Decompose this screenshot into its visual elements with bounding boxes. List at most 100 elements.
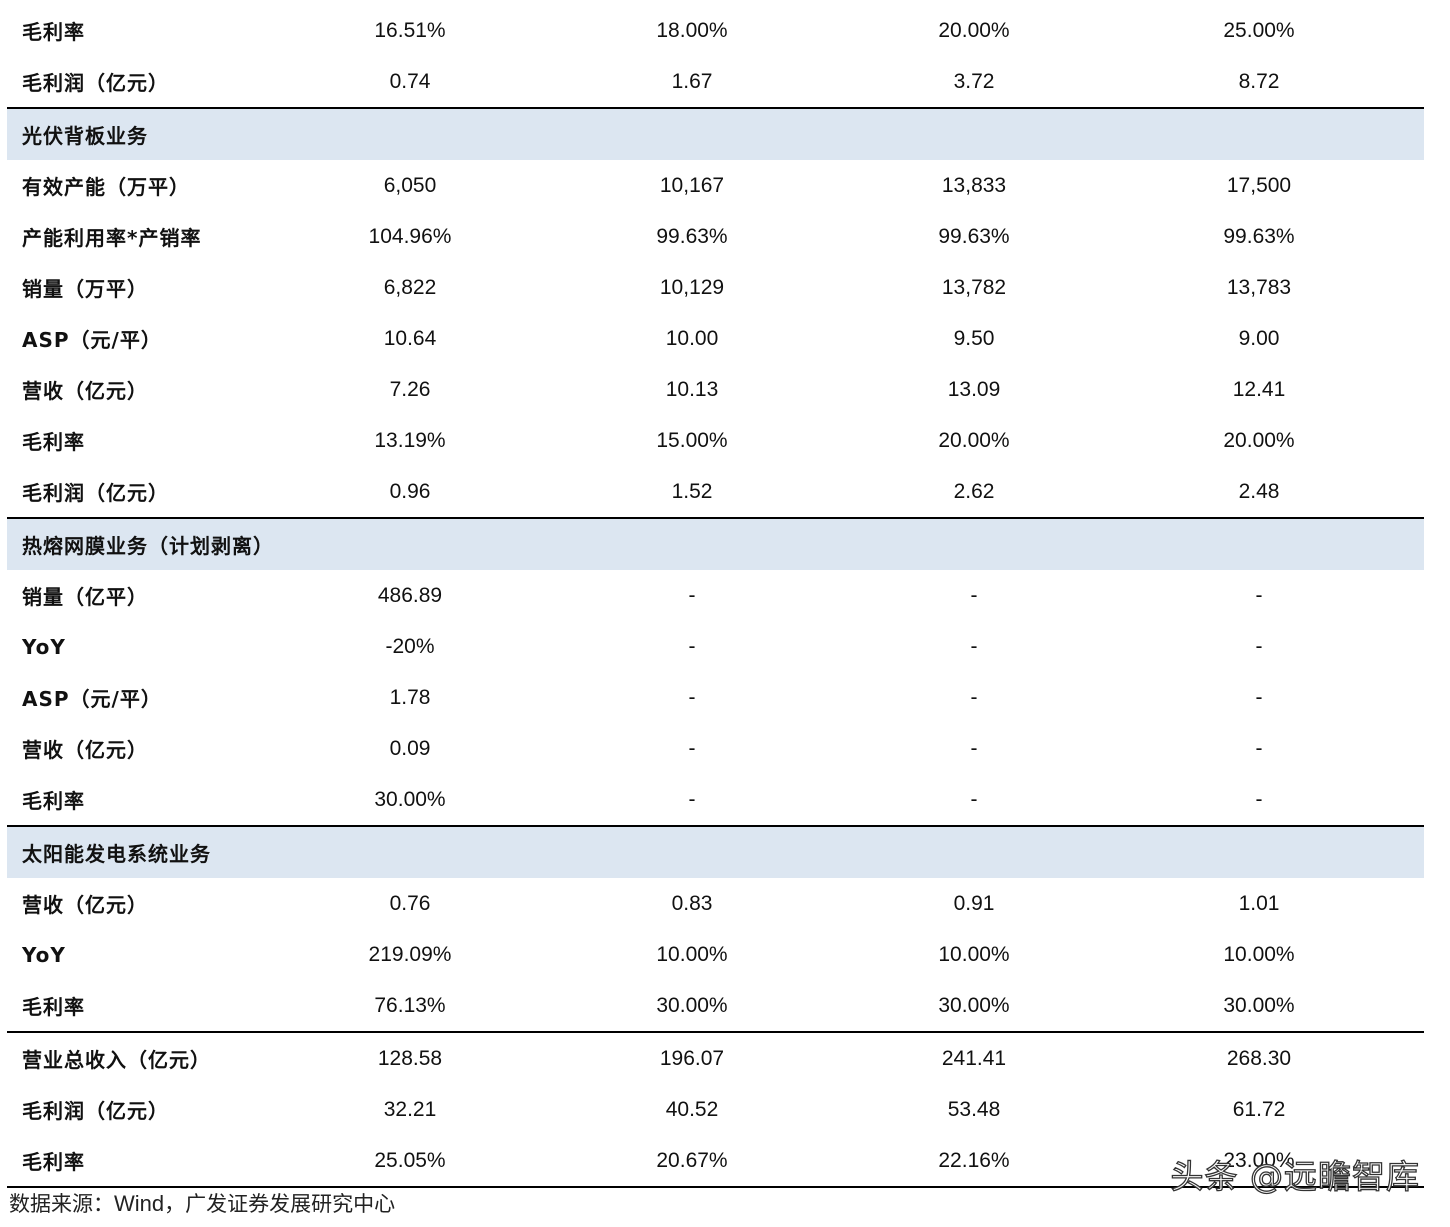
value-cell: 9.00 (1238, 326, 1280, 350)
row-label: 销量（万平） (22, 277, 148, 301)
value-cell: 0.83 (671, 891, 713, 915)
value-cell: 10.13 (665, 377, 719, 401)
value-cell: 128.58 (275, 1031, 557, 1084)
value-cell: 2.48 (1238, 479, 1280, 503)
table-row: 毛利润（亿元） 0.74 1.67 3.72 8.72 (7, 56, 1424, 108)
row-label: ASP（元/平） (22, 328, 162, 352)
source-prefix: 数据来源： (9, 1192, 114, 1216)
value-cell: 0.76 (389, 891, 431, 915)
table-row: 营收（亿元） 7.26 10.13 13.09 12.41 (7, 364, 1424, 415)
row-label: 营收（亿元） (22, 738, 148, 762)
value-cell: 10.00% (938, 942, 1010, 966)
value-cell: 10,167 (659, 173, 725, 197)
value-cell: 1.67 (671, 69, 713, 93)
value-cell: - (970, 787, 978, 811)
value-cell: - (1255, 736, 1263, 760)
watermark-text: 头条 @远瞻智库 (1170, 1156, 1420, 1196)
row-label: 毛利率 (7, 1135, 275, 1188)
value-cell: 10.00% (1223, 942, 1295, 966)
row-label: 毛利率 (22, 20, 85, 44)
row-label: 毛利润（亿元） (22, 1099, 169, 1123)
value-cell: - (1255, 787, 1263, 811)
value-cell: 486.89 (377, 583, 443, 607)
row-label: 毛利润（亿元） (22, 481, 169, 505)
value-cell: 10.00% (656, 942, 728, 966)
value-cell: 61.72 (1232, 1097, 1286, 1121)
value-cell: 1.78 (389, 685, 431, 709)
value-cell: 7.26 (389, 377, 431, 401)
row-label: 产能利用率*产销率 (22, 226, 202, 250)
value-cell: 10,129 (659, 275, 725, 299)
value-cell: 13.19% (374, 428, 446, 452)
value-cell: 0.96 (389, 479, 431, 503)
row-label: 毛利率 (22, 995, 85, 1019)
table-row: 有效产能（万平） 6,050 10,167 13,833 17,500 (7, 160, 1424, 211)
value-cell: 53.48 (947, 1097, 1001, 1121)
value-cell: 0.91 (953, 891, 995, 915)
value-cell: 99.63% (1223, 224, 1295, 248)
table-row: 营业总收入（亿元） 128.58 196.07 241.41 268.30 (7, 1031, 1424, 1084)
value-cell: 23.00% (1121, 1135, 1424, 1188)
value-cell: 6,050 (383, 173, 437, 197)
row-label: 毛利率 (22, 430, 85, 454)
value-cell: 25.05% (275, 1135, 557, 1188)
table-row: 毛利率 76.13% 30.00% 30.00% 30.00% (7, 980, 1424, 1032)
table-row: 毛利润（亿元） 32.21 40.52 53.48 61.72 (7, 1084, 1424, 1135)
value-cell: 196.07 (557, 1031, 839, 1084)
table-row: YoY 219.09% 10.00% 10.00% 10.00% (7, 929, 1424, 980)
row-label: 营收（亿元） (22, 893, 148, 917)
section-title: 光伏背板业务 (7, 107, 1424, 160)
value-cell: 104.96% (368, 224, 452, 248)
table-row: 毛利率 30.00% - - - (7, 774, 1424, 826)
value-cell: 15.00% (656, 428, 728, 452)
forecast-table-container: 毛利率 16.51% 18.00% 20.00% 25.00% 毛利润（亿元） 0.74 1.… (7, 5, 1424, 1188)
section-title: 热熔网膜业务（计划剥离） (7, 517, 1424, 570)
row-label: ASP（元/平） (22, 687, 162, 711)
value-cell: 18.00% (656, 18, 728, 42)
row-label: YoY (22, 942, 66, 967)
row-label: 销量（亿平） (22, 585, 148, 609)
value-cell: 13,782 (941, 275, 1007, 299)
value-cell: 99.63% (656, 224, 728, 248)
value-cell: 0.74 (389, 69, 431, 93)
value-cell: - (970, 634, 978, 658)
value-cell: 30.00% (938, 993, 1010, 1017)
value-cell: 30.00% (374, 787, 446, 811)
value-cell: 2.62 (953, 479, 995, 503)
value-cell: 3.72 (953, 69, 995, 93)
value-cell: 16.51% (374, 18, 446, 42)
table-row: 毛利率 16.51% 18.00% 20.00% 25.00% (7, 5, 1424, 56)
section-header-row: 光伏背板业务 (7, 107, 1424, 160)
value-cell: - (970, 685, 978, 709)
section-title: 太阳能发电系统业务 (7, 825, 1424, 878)
value-cell: 13.09 (947, 377, 1001, 401)
value-cell: 13,783 (1226, 275, 1292, 299)
value-cell: 17,500 (1226, 173, 1292, 197)
value-cell: 30.00% (1223, 993, 1295, 1017)
value-cell: 12.41 (1232, 377, 1286, 401)
source-suffix: ，广发证券发展研究中心 (164, 1192, 396, 1216)
value-cell: -20% (385, 634, 435, 658)
business-forecast-table: 毛利率 16.51% 18.00% 20.00% 25.00% 毛利润（亿元） 0.74 1.… (7, 5, 1424, 1188)
value-cell: - (1255, 634, 1263, 658)
table-row: 营收（亿元） 0.76 0.83 0.91 1.01 (7, 878, 1424, 929)
row-label: 营收（亿元） (22, 379, 148, 403)
value-cell: 1.01 (1238, 891, 1280, 915)
value-cell: 22.16% (839, 1135, 1121, 1188)
value-cell: - (970, 583, 978, 607)
value-cell: - (1255, 583, 1263, 607)
value-cell: 9.50 (953, 326, 995, 350)
table-row: ASP（元/平） 10.64 10.00 9.50 9.00 (7, 313, 1424, 364)
table-body: 毛利率 16.51% 18.00% 20.00% 25.00% 毛利润（亿元） 0.74 1.… (7, 5, 1424, 1188)
table-row: 销量（亿平） 486.89 - - - (7, 570, 1424, 621)
table-row: 毛利润（亿元） 0.96 1.52 2.62 2.48 (7, 466, 1424, 518)
row-label: YoY (22, 634, 66, 659)
value-cell: - (688, 736, 696, 760)
value-cell: 99.63% (938, 224, 1010, 248)
table-row: 毛利率 25.05% 20.67% 22.16% 23.00% (7, 1135, 1424, 1188)
value-cell: 32.21 (383, 1097, 437, 1121)
value-cell: 6,822 (383, 275, 437, 299)
value-cell: 1.52 (671, 479, 713, 503)
value-cell: 76.13% (374, 993, 446, 1017)
value-cell: - (1255, 685, 1263, 709)
